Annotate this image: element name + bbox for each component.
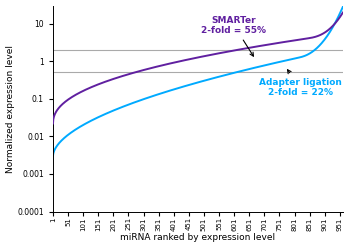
Text: Adapter ligation
2-fold = 22%: Adapter ligation 2-fold = 22% bbox=[259, 70, 342, 97]
Text: SMARTer
2-fold = 55%: SMARTer 2-fold = 55% bbox=[201, 16, 266, 56]
Y-axis label: Normalized expression level: Normalized expression level bbox=[6, 45, 15, 173]
X-axis label: miRNA ranked by expression level: miRNA ranked by expression level bbox=[120, 233, 275, 243]
